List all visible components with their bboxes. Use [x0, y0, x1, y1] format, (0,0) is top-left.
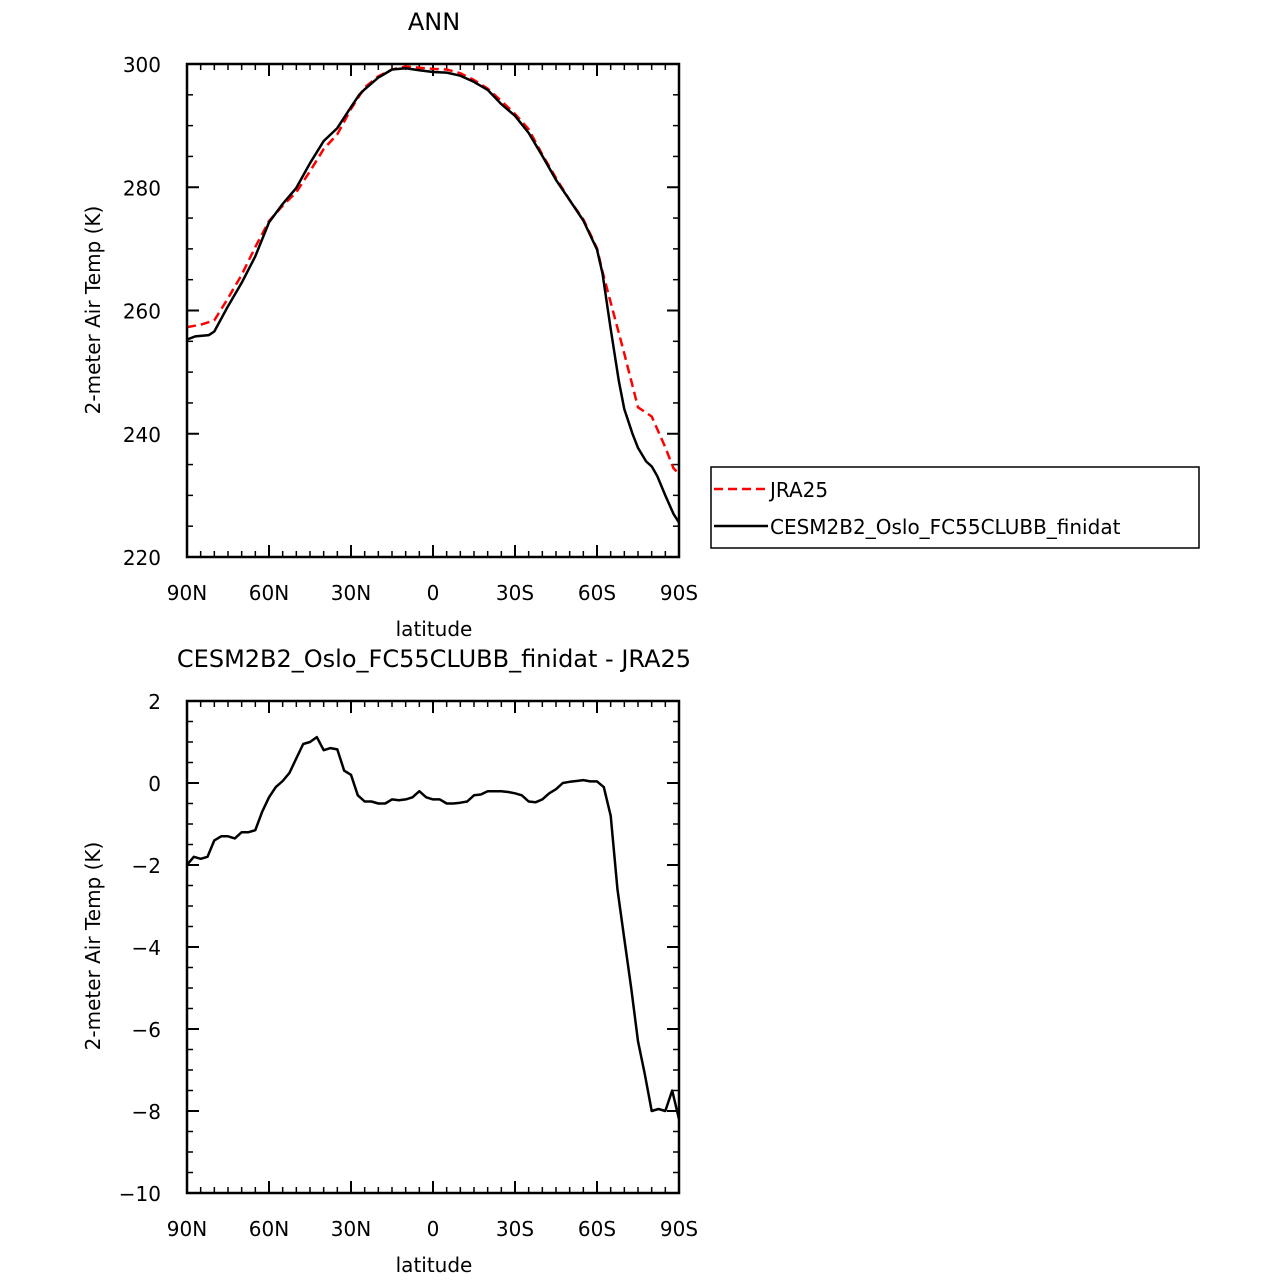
top-x-tick-label: 30N: [331, 581, 371, 605]
bottom-x-tick-label: 60S: [578, 1217, 616, 1241]
bottom-y-tick-label: −6: [132, 1018, 161, 1042]
top-series-line-1: [186, 67, 681, 524]
bottom-axis-ticks: 90N 60N 30N 0 30S 60S 90S 2 0 −2 −4 −6 −8 −10: [119, 690, 698, 1241]
bottom-series-lines: [186, 735, 681, 1120]
top-plot-frame: [185, 62, 681, 559]
bottom-x-tick-label: 0: [427, 1217, 440, 1241]
top-y-tick-label: 280: [123, 176, 161, 200]
bottom-y-axis-label: 2-meter Air Temp (K): [81, 842, 105, 1051]
top-x-axis-label: latitude: [396, 617, 473, 641]
bottom-x-tick-label: 90N: [167, 1217, 207, 1241]
bottom-y-tick-label: −2: [132, 854, 161, 878]
bottom-plot-frame: [185, 699, 681, 1195]
bottom-series-line-0: [186, 735, 681, 1120]
bottom-y-tick-label: 2: [148, 690, 161, 714]
top-panel: ANN latitude 2-meter Air Temp (K) 90N 60N…: [81, 8, 698, 641]
bottom-x-tick-label: 30N: [331, 1217, 371, 1241]
top-y-tick-label: 240: [123, 423, 161, 447]
legend: JRA25 CESM2B2_Oslo_FC55CLUBB_finidat: [710, 466, 1200, 549]
top-y-tick-label: 260: [123, 300, 161, 324]
bottom-x-tick-label: 30S: [496, 1217, 534, 1241]
bottom-y-tick-label: −4: [132, 936, 161, 960]
bottom-y-tick-label: −10: [119, 1182, 161, 1206]
top-x-tick-label: 90N: [167, 581, 207, 605]
top-series-line-0: [186, 65, 680, 475]
top-x-tick-label: 60N: [249, 581, 289, 605]
bottom-x-tick-label: 60N: [249, 1217, 289, 1241]
bottom-chart-title: CESM2B2_Oslo_FC55CLUBB_finidat - JRA25: [177, 645, 691, 673]
legend-label-cesm: CESM2B2_Oslo_FC55CLUBB_finidat: [770, 515, 1121, 539]
top-y-tick-label: 300: [123, 53, 161, 77]
top-x-tick-label: 30S: [496, 581, 534, 605]
top-y-tick-label: 220: [123, 546, 161, 570]
top-chart-title: ANN: [408, 8, 460, 36]
top-series-lines: [186, 65, 681, 524]
top-y-axis-label: 2-meter Air Temp (K): [81, 206, 105, 415]
top-x-tick-label: 60S: [578, 581, 616, 605]
legend-label-jra25: JRA25: [768, 478, 828, 502]
top-x-tick-label: 90S: [660, 581, 698, 605]
bottom-x-tick-label: 90S: [660, 1217, 698, 1241]
legend-box: [710, 466, 1200, 549]
bottom-y-tick-label: −8: [132, 1100, 161, 1124]
bottom-panel: CESM2B2_Oslo_FC55CLUBB_finidat - JRA25 l…: [81, 645, 698, 1277]
bottom-x-axis-label: latitude: [396, 1253, 473, 1277]
bottom-y-tick-label: 0: [148, 772, 161, 796]
top-x-tick-label: 0: [427, 581, 440, 605]
